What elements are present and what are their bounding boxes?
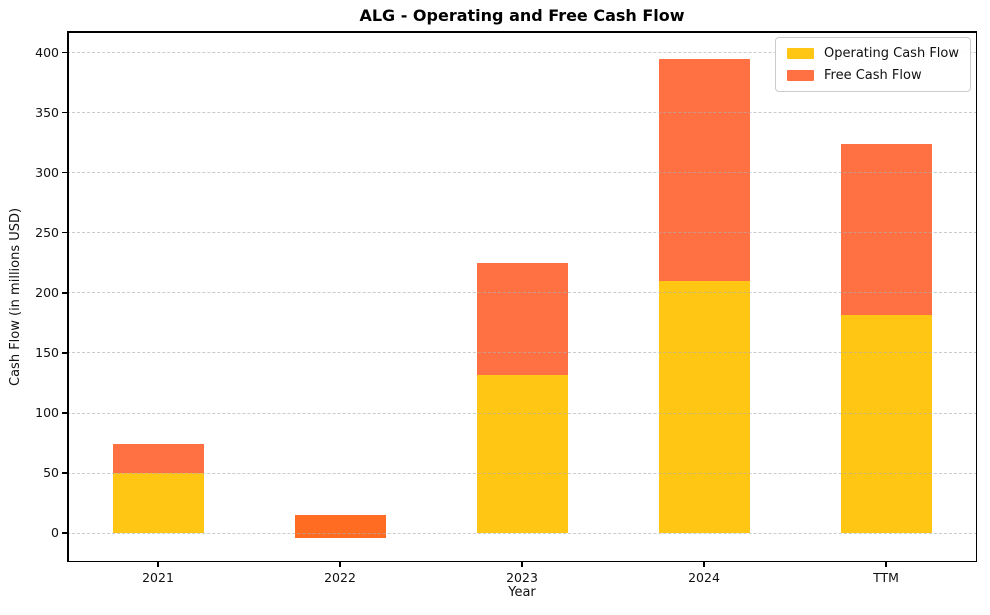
y-tick-mark (62, 472, 67, 474)
y-tick-label: 350 (35, 104, 59, 120)
y-tick-label: 50 (43, 465, 59, 481)
legend-item-operating-cash-flow: Operating Cash Flow (787, 46, 959, 61)
y-tick-label: 300 (35, 164, 59, 180)
legend-label: Operating Cash Flow (824, 46, 959, 61)
gridline (67, 412, 977, 414)
y-tick-label: 200 (35, 284, 59, 300)
x-axis-label: Year (508, 585, 536, 600)
free-cash-flow-swatch (787, 70, 814, 81)
y-tick-label: 150 (35, 344, 59, 360)
gridline (67, 172, 977, 174)
y-tick-label: 250 (35, 224, 59, 240)
x-tick-mark (885, 562, 887, 567)
gridline (67, 472, 977, 474)
legend-label: Free Cash Flow (824, 68, 922, 83)
legend: Operating Cash Flow Free Cash Flow (775, 37, 971, 92)
bar-free-2021 (112, 444, 204, 474)
bar-free-2023 (476, 262, 568, 375)
bar-free-2024 (658, 58, 750, 281)
bar-operating-2024 (658, 280, 750, 534)
axis-spine-right (975, 31, 977, 562)
gridline (67, 232, 977, 234)
axis-spine-left (67, 31, 69, 562)
bar-free-2022 (294, 515, 386, 538)
x-tick-mark (157, 562, 159, 567)
operating-cash-flow-swatch (787, 48, 814, 59)
y-tick-label: 400 (35, 44, 59, 60)
y-tick-mark (62, 232, 67, 234)
chart-title: ALG - Operating and Free Cash Flow (359, 6, 685, 25)
bar-operating-2023 (476, 374, 568, 534)
x-tick-label: TTM (873, 570, 899, 585)
y-tick-label: 100 (35, 405, 59, 421)
gridline (67, 112, 977, 114)
legend-item-free-cash-flow: Free Cash Flow (787, 68, 959, 83)
gridline (67, 532, 977, 534)
x-tick-label: 2021 (142, 570, 174, 585)
y-tick-mark (62, 51, 67, 54)
axis-spine-bottom (67, 560, 977, 562)
y-tick-mark (62, 412, 67, 414)
bar-operating-2021 (112, 473, 204, 534)
y-tick-mark (62, 532, 67, 534)
gridline (67, 352, 977, 354)
axis-spine-top (67, 31, 977, 33)
bar-free-TTM (840, 143, 932, 315)
gridline (67, 292, 977, 294)
x-tick-mark (521, 562, 523, 567)
y-tick-mark (62, 352, 67, 354)
x-tick-mark (703, 562, 705, 567)
y-tick-mark (62, 172, 67, 174)
gridline (67, 52, 977, 54)
x-tick-label: 2024 (688, 570, 720, 585)
y-tick-mark (62, 111, 67, 114)
x-tick-label: 2022 (324, 570, 356, 585)
x-tick-mark (339, 562, 341, 567)
y-tick-label: 0 (51, 525, 59, 541)
y-tick-mark (62, 292, 67, 294)
bar-operating-TTM (840, 314, 932, 534)
x-tick-label: 2023 (506, 570, 538, 585)
